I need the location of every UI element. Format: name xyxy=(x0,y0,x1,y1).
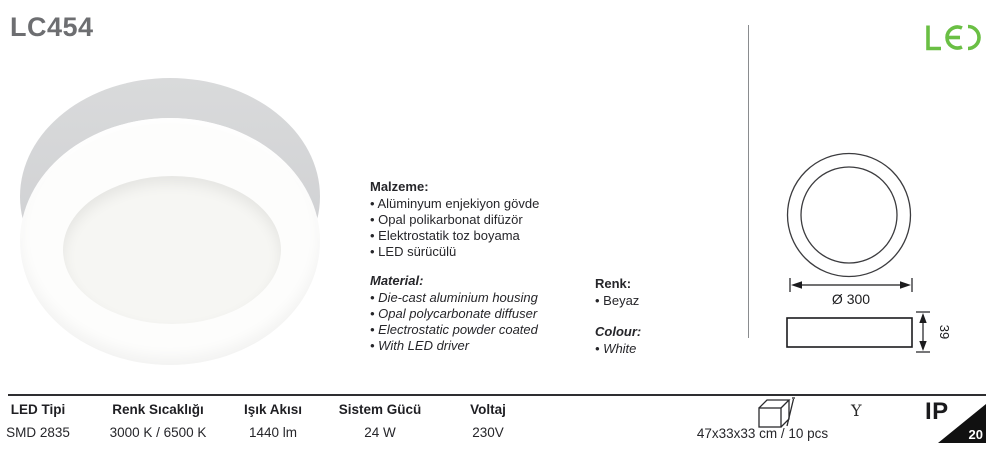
package-box-icon xyxy=(758,397,795,428)
cert-symbol: Y xyxy=(851,401,862,420)
table-header-luminous-flux: Işık Akısı xyxy=(243,402,303,417)
spec-item: Electrostatic powder coated xyxy=(370,322,538,338)
height-dimension-label: 39 xyxy=(937,325,952,339)
table-header-system-power: Sistem Gücü xyxy=(338,402,422,417)
color-spec-tr: Renk: Beyaz xyxy=(595,276,639,309)
table-value-color-temp: 3000 K / 6500 K xyxy=(109,425,207,440)
page-title: LC454 xyxy=(10,12,94,42)
table-value-led-type: SMD 2835 xyxy=(6,425,70,440)
color-spec-en: Colour: White xyxy=(595,324,641,357)
spec-item: Elektrostatik toz boyama xyxy=(370,228,539,244)
table-value-voltage: 230V xyxy=(472,425,504,440)
table-header-color-temp: Renk Sıcaklığı xyxy=(112,402,204,417)
spec-item: Beyaz xyxy=(595,293,639,309)
color-heading-tr: Renk: xyxy=(595,276,632,291)
footer-divider xyxy=(8,394,986,396)
spec-item: Opal polycarbonate diffuser xyxy=(370,306,538,322)
product-photo xyxy=(20,75,320,367)
drawing-side-view xyxy=(786,317,913,348)
ip-rating-value: 20 xyxy=(968,427,983,442)
material-heading-en: Material: xyxy=(370,273,424,288)
drawing-outer-circle xyxy=(786,152,912,278)
table-value-luminous-flux: 1440 lm xyxy=(248,425,298,440)
material-heading-tr: Malzeme: xyxy=(370,179,429,194)
spec-item: Alüminyum enjekiyon gövde xyxy=(370,196,539,212)
table-value-system-power: 24 W xyxy=(364,425,396,440)
spec-item: With LED driver xyxy=(370,338,538,354)
spec-item: White xyxy=(595,341,641,357)
spec-item: Die-cast aluminium housing xyxy=(370,290,538,306)
led-brand-logo-icon xyxy=(926,24,981,51)
lamp-diffuser xyxy=(63,176,281,324)
spec-item: LED sürücülü xyxy=(370,244,539,260)
table-header-voltage: Voltaj xyxy=(470,402,506,417)
ip-rating-label: IP xyxy=(925,398,949,425)
technical-drawing: Ø 300 39 xyxy=(786,152,952,353)
package-dimensions: 47x33x33 cm / 10 pcs xyxy=(696,426,829,441)
color-heading-en: Colour: xyxy=(595,324,642,339)
diameter-dimension-label: Ø 300 xyxy=(832,291,870,307)
material-specs-tr: Malzeme: Alüminyum enjekiyon gövde Opal … xyxy=(370,179,539,260)
material-specs-en: Material: Die-cast aluminium housing Opa… xyxy=(370,273,538,354)
table-header-led-type: LED Tipi xyxy=(10,402,66,417)
spec-item: Opal polikarbonat difüzör xyxy=(370,212,539,228)
vertical-divider xyxy=(748,25,749,338)
